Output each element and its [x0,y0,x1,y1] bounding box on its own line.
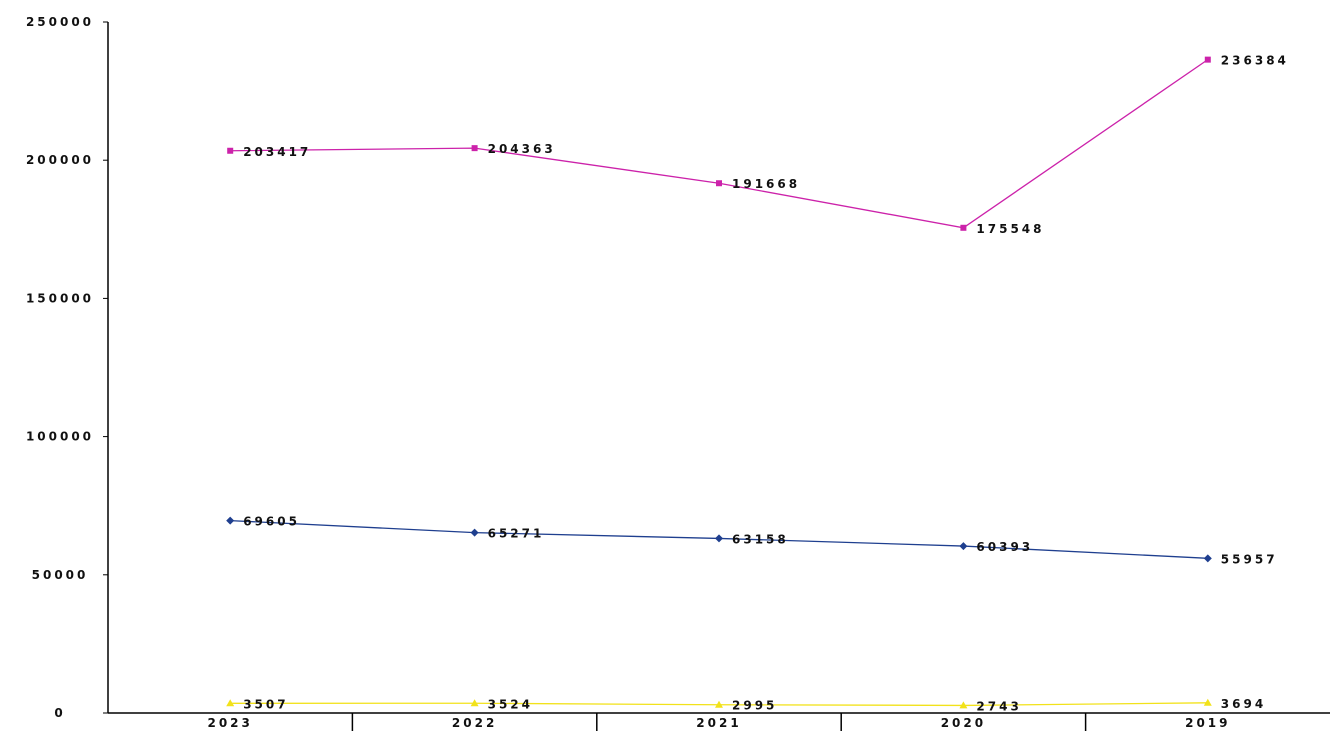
data-label: 2743 [976,699,1021,713]
data-label: 3694 [1221,697,1266,711]
data-label: 204363 [488,142,556,156]
data-point-marker [716,180,722,186]
data-label: 69605 [243,515,300,529]
y-tick-label: 250000 [26,15,94,29]
data-label: 175548 [976,222,1044,236]
data-label: 3524 [488,697,533,711]
y-tick-label: 100000 [26,430,94,444]
y-tick-label: 150000 [26,291,94,305]
data-label: 2995 [732,699,777,713]
data-point-marker [960,225,966,231]
data-label: 236384 [1221,54,1289,68]
x-tick-label: 2022 [452,716,497,730]
data-point-marker [1205,57,1211,63]
data-label: 55957 [1221,552,1278,566]
data-point-marker [715,534,723,542]
x-tick-label: 2020 [941,716,986,730]
series-layer: 203417 204363 191668 175548 236384 69605 65271… [226,54,1289,714]
x-axis: 2023 2022 2021 2020 2019 [108,713,1330,731]
data-label: 3507 [243,697,288,711]
data-label: 63158 [732,532,789,546]
data-point-marker [959,542,967,550]
data-point-marker [1204,554,1212,562]
y-tick-label: 200000 [26,153,94,167]
series-2: 3507 3524 2995 2743 3694 [226,697,1266,714]
data-label: 191668 [732,177,800,191]
series-line [230,60,1208,228]
data-point-marker [471,529,479,537]
x-tick-label: 2019 [1185,716,1230,730]
y-tick-label: 0 [54,706,65,720]
data-label: 65271 [488,527,545,541]
data-label: 60393 [976,540,1033,554]
y-tick-label: 50000 [32,568,89,582]
x-tick-label: 2023 [207,716,252,730]
series-0: 203417 204363 191668 175548 236384 [227,54,1289,236]
data-label: 203417 [243,145,311,159]
data-point-marker [472,145,478,151]
data-point-marker [226,517,234,525]
y-axis: 0 50000 100000 150000 200000 250000 [26,15,108,720]
x-tick-label: 2021 [696,716,741,730]
data-point-marker [227,148,233,154]
series-1: 69605 65271 63158 60393 55957 [226,515,1277,567]
